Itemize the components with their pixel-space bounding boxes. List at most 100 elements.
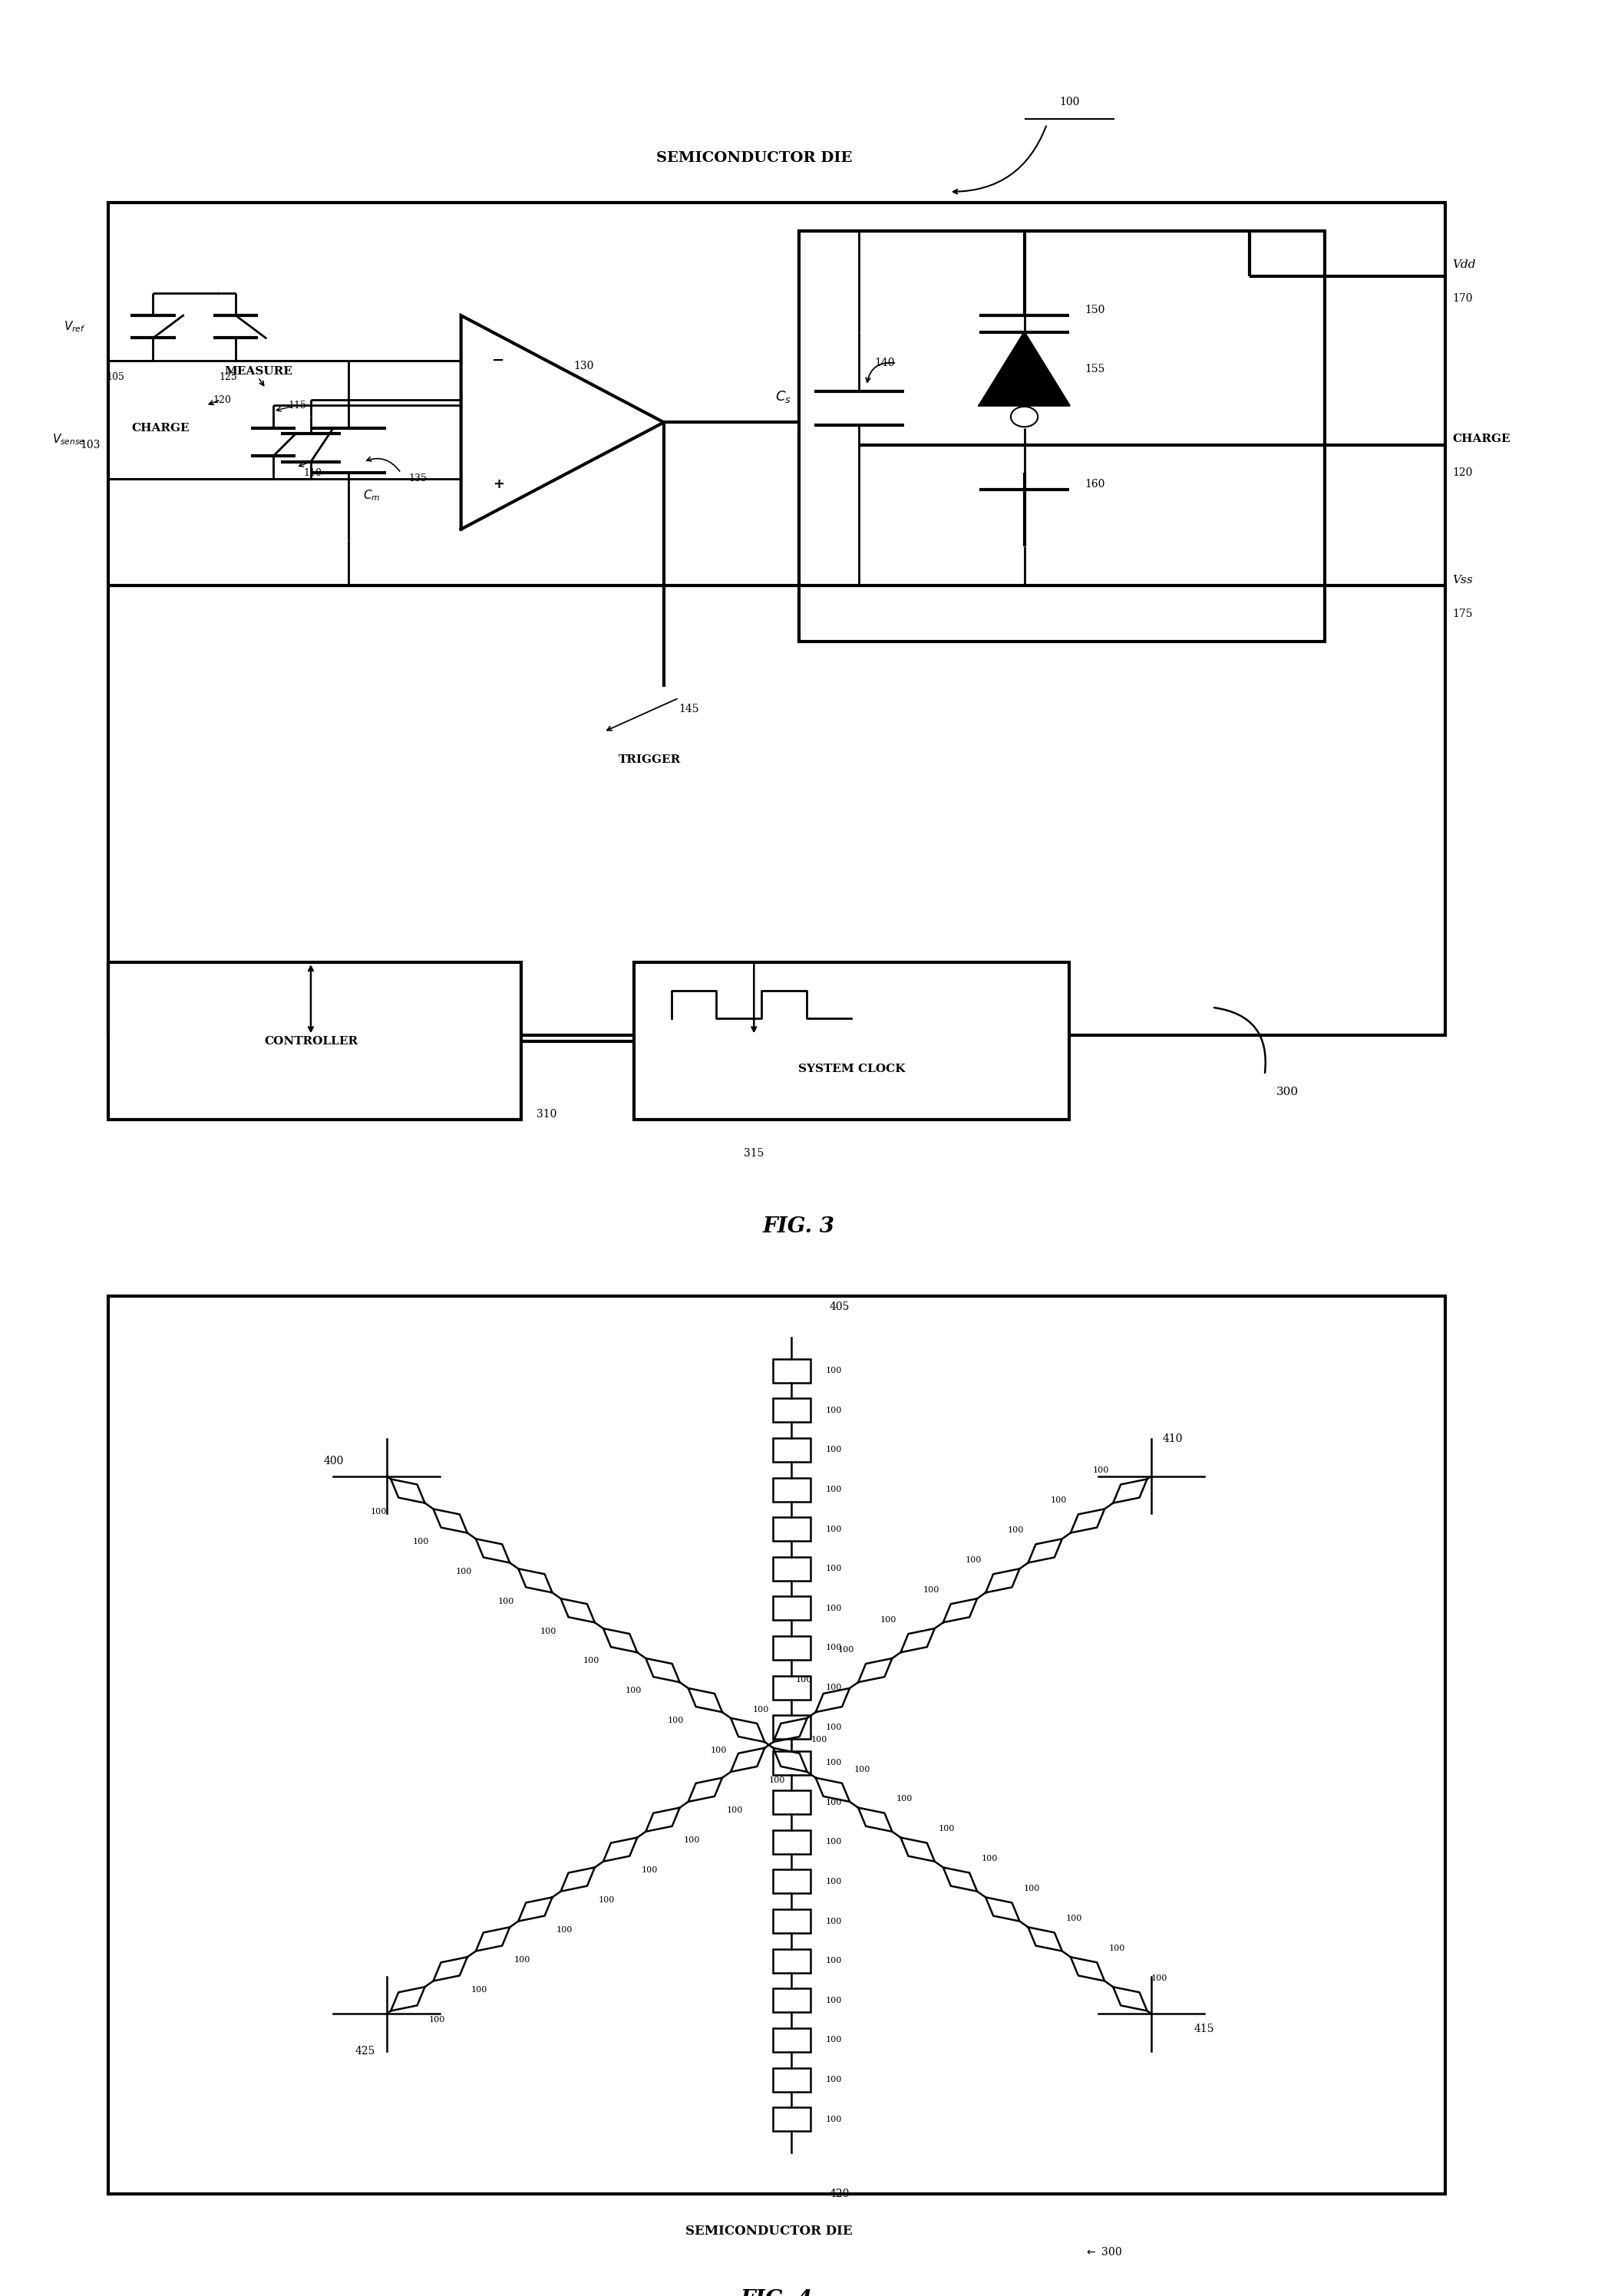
Text: 100: 100: [499, 1598, 515, 1605]
Text: 100: 100: [556, 1926, 572, 1933]
Bar: [109, 1295, 1445, 2195]
Text: 315: 315: [743, 1148, 764, 1159]
Text: 100: 100: [668, 1717, 684, 1724]
Text: 100: 100: [938, 1825, 956, 1832]
Text: 115: 115: [288, 400, 307, 411]
Text: 100: 100: [684, 1837, 700, 1844]
Bar: [773, 2027, 810, 2053]
Text: 100: 100: [825, 1917, 842, 1924]
Text: 410: 410: [1162, 1433, 1183, 1444]
Bar: [109, 202, 1445, 1035]
Text: 100: 100: [710, 1747, 727, 1754]
Text: 100: 100: [412, 1538, 430, 1545]
Text: 100: 100: [896, 1795, 912, 1802]
Text: 425: 425: [355, 2046, 376, 2057]
Text: 110: 110: [304, 468, 321, 478]
Text: 100: 100: [769, 1777, 785, 1784]
Text: Vss: Vss: [1453, 574, 1473, 585]
Text: 100: 100: [922, 1587, 940, 1593]
Text: TRIGGER: TRIGGER: [618, 753, 681, 765]
Text: 100: 100: [825, 2076, 842, 2082]
Text: 100: 100: [625, 1688, 642, 1694]
Text: 155: 155: [1085, 363, 1104, 374]
Text: +: +: [492, 478, 505, 491]
Text: CHARGE: CHARGE: [1453, 434, 1510, 445]
Text: 420: 420: [829, 2188, 849, 2200]
Text: 100: 100: [825, 1366, 842, 1375]
Text: 100: 100: [825, 1839, 842, 1846]
Text: 100: 100: [825, 1486, 842, 1492]
Text: 100: 100: [825, 1446, 842, 1453]
Text: MEASURE: MEASURE: [224, 367, 292, 377]
Bar: [773, 1715, 810, 1738]
Text: 100: 100: [796, 1676, 812, 1683]
Text: 130: 130: [574, 360, 594, 372]
Text: $V_{ref}$: $V_{ref}$: [64, 319, 86, 333]
Text: 100: 100: [825, 1998, 842, 2004]
Text: 100: 100: [540, 1628, 556, 1635]
Text: 175: 175: [1453, 608, 1473, 620]
Text: 100: 100: [1008, 1527, 1024, 1534]
Bar: [773, 1557, 810, 1580]
Text: 100: 100: [825, 1566, 842, 1573]
Text: 100: 100: [825, 1683, 842, 1692]
Text: 100: 100: [981, 1855, 997, 1862]
Bar: [773, 1437, 810, 1463]
Text: 415: 415: [1194, 2023, 1214, 2034]
Text: 100: 100: [1066, 1915, 1082, 1922]
Text: 100: 100: [825, 1878, 842, 1885]
Text: 100: 100: [1109, 1945, 1125, 1952]
Bar: [773, 1791, 810, 1814]
Text: 100: 100: [1050, 1497, 1066, 1504]
Text: $\leftarrow$ 300: $\leftarrow$ 300: [1085, 2245, 1122, 2257]
Text: 300: 300: [1277, 1086, 1298, 1097]
Text: 100: 100: [825, 1407, 842, 1414]
Text: 160: 160: [1085, 480, 1104, 489]
Bar: [773, 1518, 810, 1541]
Bar: [773, 1752, 810, 1775]
Text: 100: 100: [515, 1956, 531, 1963]
Bar: [109, 962, 521, 1120]
Bar: [773, 1637, 810, 1660]
Text: 100: 100: [725, 1807, 743, 1814]
Bar: [773, 1359, 810, 1382]
Text: 100: 100: [825, 1956, 842, 1965]
Text: $C_s$: $C_s$: [775, 390, 791, 404]
Text: 100: 100: [825, 1724, 842, 1731]
Text: SEMICONDUCTOR DIE: SEMICONDUCTOR DIE: [655, 152, 852, 165]
Text: 100: 100: [965, 1557, 981, 1564]
Text: 140: 140: [874, 358, 895, 370]
Text: 100: 100: [825, 1605, 842, 1612]
Text: SYSTEM CLOCK: SYSTEM CLOCK: [797, 1063, 904, 1075]
Text: 125: 125: [219, 372, 238, 383]
Text: FIG. 3: FIG. 3: [762, 1217, 836, 1238]
Text: 103: 103: [80, 439, 101, 450]
Text: 100: 100: [853, 1766, 869, 1773]
Bar: [773, 1988, 810, 2011]
Text: 100: 100: [1093, 1467, 1109, 1474]
Text: 100: 100: [428, 2016, 446, 2023]
Text: 170: 170: [1453, 294, 1473, 303]
Text: 100: 100: [1024, 1885, 1040, 1892]
Text: 100: 100: [880, 1616, 896, 1623]
Bar: [773, 1479, 810, 1502]
Text: 100: 100: [753, 1706, 769, 1713]
Bar: [773, 1869, 810, 1894]
Text: CONTROLLER: CONTROLLER: [264, 1035, 358, 1047]
Bar: [773, 1830, 810, 1853]
Text: 100: 100: [371, 1508, 387, 1515]
Text: 400: 400: [323, 1456, 344, 1467]
Text: 145: 145: [679, 703, 700, 714]
Text: $C_m$: $C_m$: [363, 489, 380, 503]
Text: 100: 100: [599, 1896, 615, 1903]
Bar: [634, 962, 1069, 1120]
Text: SEMICONDUCTOR DIE: SEMICONDUCTOR DIE: [686, 2225, 852, 2236]
Text: 100: 100: [837, 1646, 855, 1653]
Bar: [773, 1596, 810, 1621]
Text: 100: 100: [825, 1525, 842, 1534]
Text: 100: 100: [1151, 1975, 1168, 1981]
Text: 100: 100: [825, 1798, 842, 1807]
Text: CHARGE: CHARGE: [131, 422, 190, 434]
Text: FIG. 4: FIG. 4: [740, 2289, 812, 2296]
Text: $V_{sense}$: $V_{sense}$: [53, 432, 86, 445]
